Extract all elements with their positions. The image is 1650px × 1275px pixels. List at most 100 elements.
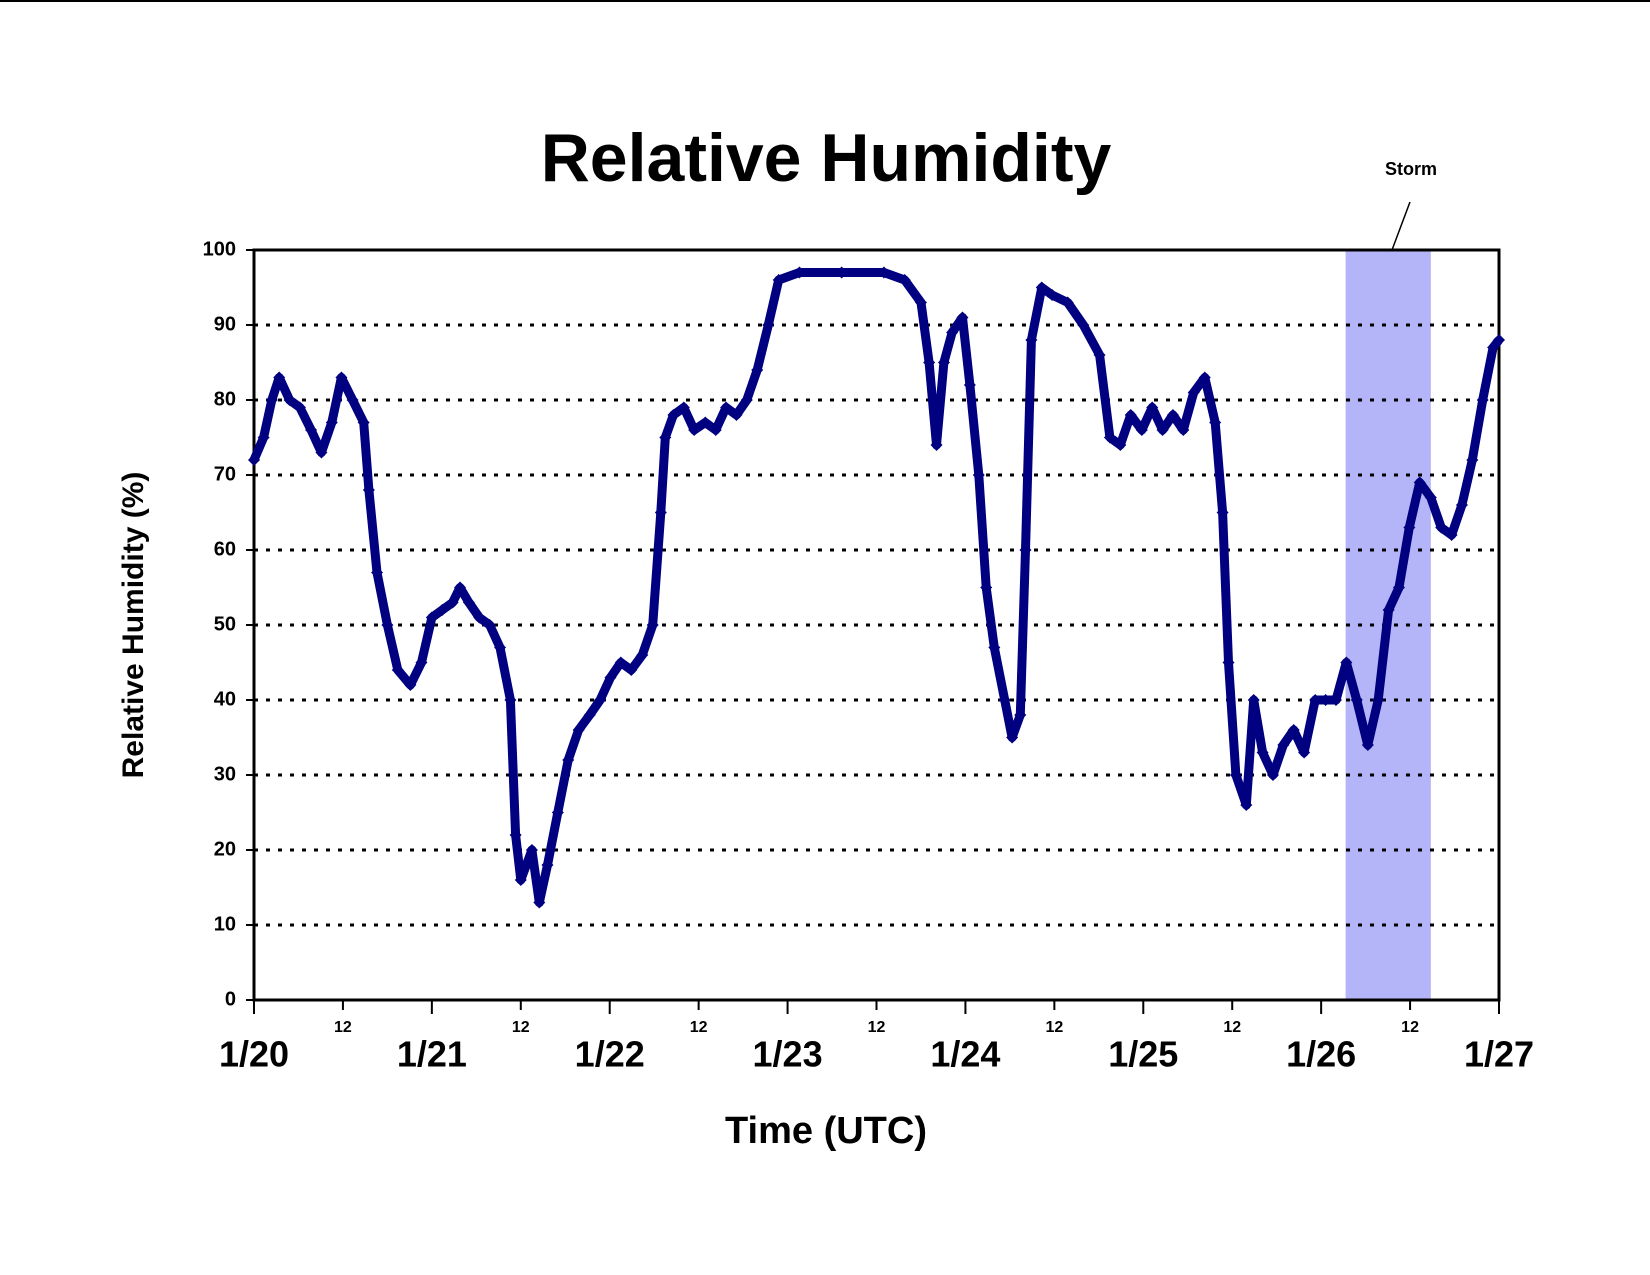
data-point: [1319, 694, 1332, 706]
data-point: [509, 829, 522, 841]
data-point: [1392, 581, 1405, 594]
data-point: [1487, 341, 1500, 354]
y-tick-label: 30: [214, 763, 236, 785]
data-point: [1019, 544, 1032, 556]
data-point: [315, 446, 328, 459]
data-point: [1247, 694, 1260, 706]
storm-pointer: [1391, 201, 1411, 251]
data-point: [514, 874, 527, 886]
data-point: [1277, 739, 1290, 751]
data-point: [914, 296, 927, 309]
data-point: [1177, 424, 1190, 436]
data-point: [636, 649, 649, 661]
data-point: [415, 656, 428, 669]
data-point: [1025, 334, 1038, 346]
data-point: [1166, 409, 1179, 421]
x-axis-title: Time (UTC): [725, 1110, 927, 1152]
x-tick-label: 1/24: [930, 1034, 1000, 1075]
data-point: [594, 694, 607, 706]
data-point: [562, 754, 575, 766]
data-point: [1014, 709, 1027, 721]
data-point: [988, 641, 1001, 654]
data-point: [1476, 394, 1489, 406]
data-point: [1187, 386, 1200, 399]
data-point: [772, 274, 785, 286]
data-point: [483, 619, 496, 631]
data-point: [898, 274, 911, 286]
data-point: [677, 401, 690, 414]
y-axis-title: Relative Humidity (%): [117, 472, 150, 779]
data-point: [525, 844, 538, 856]
data-point: [494, 641, 507, 654]
data-point: [462, 596, 475, 609]
data-point: [1061, 296, 1074, 309]
data-point: [436, 604, 449, 616]
data-point: [1198, 371, 1211, 384]
data-point: [425, 611, 438, 624]
data-point: [923, 356, 936, 369]
data-point: [325, 416, 338, 429]
x-minor-label: 12: [868, 1019, 886, 1036]
data-point: [504, 694, 517, 706]
data-point: [659, 431, 672, 444]
data-trace: [249, 268, 1503, 907]
x-tick-label: 1/26: [1286, 1034, 1356, 1075]
data-point: [1124, 409, 1137, 421]
data-point: [551, 806, 564, 819]
data-point: [357, 416, 370, 429]
data-point: [1445, 529, 1458, 541]
x-minor-label: 12: [1045, 1019, 1063, 1036]
data-point: [1435, 521, 1448, 534]
y-tick-label: 80: [214, 388, 236, 410]
data-point: [1298, 746, 1311, 759]
data-point: [454, 581, 467, 594]
x-tick-label: 1/21: [397, 1034, 467, 1075]
data-point: [273, 371, 286, 384]
data-point: [793, 266, 806, 279]
data-point: [1006, 731, 1019, 744]
y-tick-label: 70: [214, 463, 236, 485]
data-point: [614, 656, 627, 669]
data-point: [1035, 281, 1048, 294]
data-point: [751, 364, 764, 376]
data-point: [446, 596, 459, 609]
x-tick-label: 1/25: [1108, 1034, 1178, 1075]
data-point: [257, 431, 270, 444]
data-point: [335, 371, 348, 384]
y-tick-label: 60: [214, 538, 236, 560]
data-point: [877, 266, 890, 279]
data-point: [980, 581, 993, 594]
data-point: [391, 664, 404, 676]
y-tick-label: 10: [214, 913, 236, 935]
data-point: [1372, 694, 1385, 706]
data-point: [946, 326, 959, 339]
x-minor-label: 12: [334, 1019, 352, 1036]
x-tick-label: 1/23: [753, 1034, 823, 1075]
y-tick-label: 50: [214, 613, 236, 635]
data-point: [1350, 694, 1363, 706]
data-point: [1466, 454, 1479, 466]
data-point: [1103, 431, 1116, 444]
x-tick-label: 1/20: [219, 1034, 289, 1075]
data-point: [1455, 499, 1468, 511]
data-point: [1146, 401, 1159, 414]
data-point: [730, 409, 743, 421]
data-point: [533, 896, 546, 909]
data-point: [646, 619, 659, 631]
data-point: [1403, 521, 1416, 534]
y-tick-label: 20: [214, 838, 236, 860]
y-tick-label: 100: [203, 238, 236, 260]
data-point: [583, 709, 596, 721]
data-point: [604, 671, 617, 684]
data-point: [1309, 694, 1322, 706]
data-point: [248, 454, 260, 466]
data-point: [1493, 334, 1505, 346]
y-tick-label: 0: [225, 988, 236, 1010]
data-point: [1340, 656, 1353, 669]
data-point: [1156, 424, 1169, 436]
data-point: [1114, 439, 1127, 451]
data-point: [835, 266, 848, 279]
data-point: [1046, 289, 1059, 301]
data-point: [1209, 416, 1222, 429]
data-point: [572, 724, 585, 736]
